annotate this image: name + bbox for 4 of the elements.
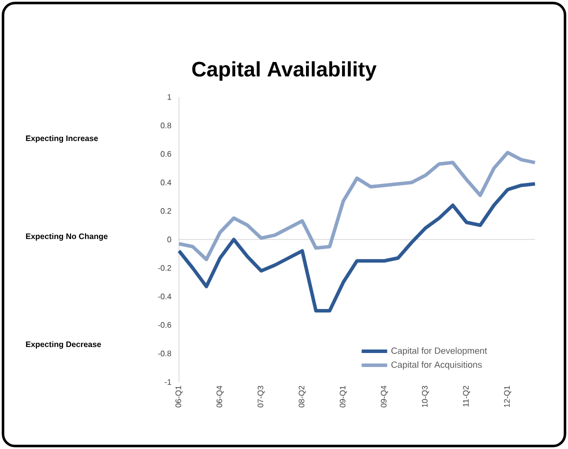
legend-label: Capital for Development: [391, 347, 488, 356]
chart-title: Capital Availability: [192, 61, 377, 81]
line-series: [177, 150, 537, 262]
legend-label: Capital for Acquisitions: [391, 361, 482, 370]
